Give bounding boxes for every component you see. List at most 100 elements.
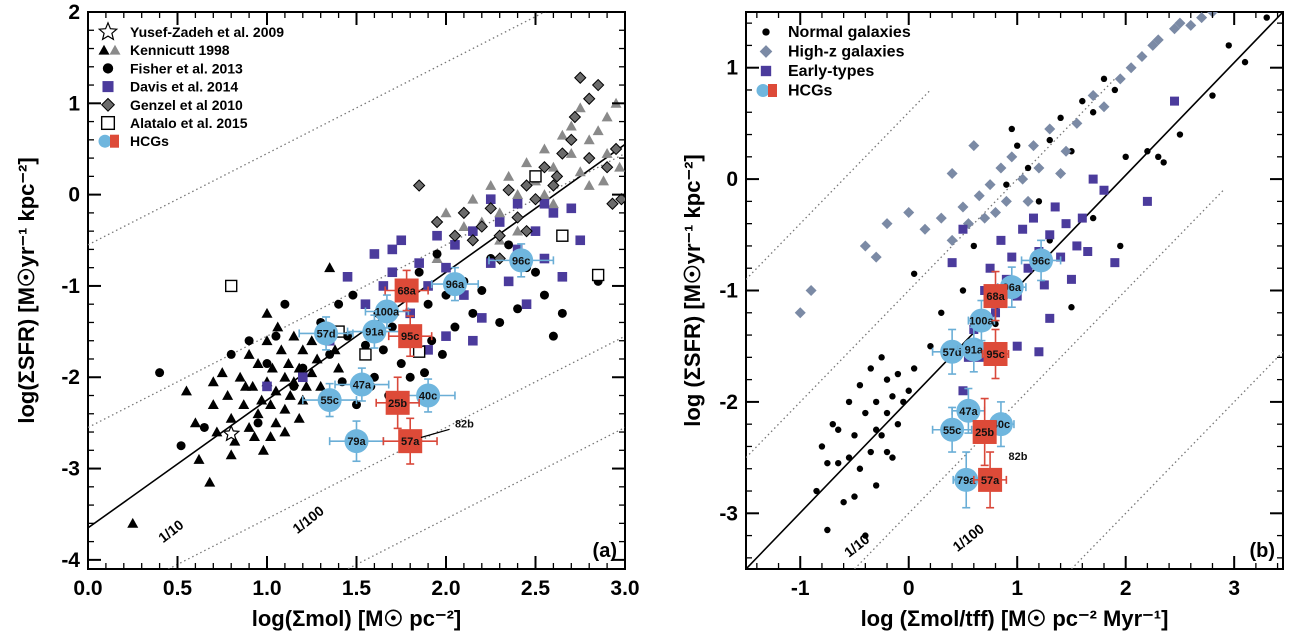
legend-hcg-square [768, 84, 777, 97]
data-point [957, 201, 969, 213]
y-tick-label: -1 [61, 275, 80, 298]
legend-marker [102, 81, 114, 93]
data-point [824, 459, 831, 467]
data-point [606, 197, 619, 210]
data-point [1088, 174, 1098, 184]
data-point [529, 170, 542, 183]
data-point [1028, 213, 1038, 223]
data-point [1136, 51, 1148, 63]
data-point [448, 229, 462, 242]
data-point [257, 444, 269, 455]
legend-item: Alatalo et al. 2015 [100, 115, 248, 131]
hcg-marker [344, 429, 369, 454]
data-point [529, 192, 542, 206]
legend-label: Davis et al. 2014 [130, 79, 238, 95]
data-point [450, 240, 460, 250]
data-point [306, 335, 318, 346]
data-point [591, 268, 605, 282]
data-point [334, 299, 344, 309]
data-point [900, 398, 907, 406]
hcg-marker [972, 419, 997, 444]
legend-label: Yusef-Zadeh et al. 2009 [130, 24, 284, 40]
data-point [485, 194, 496, 204]
data-point [494, 217, 505, 227]
data-point [609, 142, 623, 156]
data-point [493, 229, 506, 242]
hcg-marker [940, 417, 965, 442]
x-tick-label: 2.0 [431, 577, 460, 600]
data-point [592, 125, 604, 136]
data-point [266, 362, 278, 373]
data-point [459, 290, 469, 300]
data-point [598, 175, 610, 186]
x-tick-label: 2 [1120, 577, 1132, 600]
data-point [279, 371, 291, 382]
data-point [1079, 97, 1086, 105]
y-tick-label: 0 [68, 184, 80, 207]
data-point [238, 399, 250, 410]
data-point [1061, 219, 1071, 229]
legend-item: HCGs [98, 133, 169, 149]
hcg-marker [954, 467, 979, 492]
data-point [1003, 181, 1010, 188]
data-point [1122, 153, 1129, 161]
legend-hcg-circle [98, 134, 112, 148]
data-point [840, 498, 847, 506]
legend: Normal galaxies High-z galaxies Early-type… [756, 24, 911, 100]
data-point [503, 170, 515, 181]
hcg-marker [374, 299, 399, 324]
data-point [512, 189, 524, 200]
data-point [229, 435, 241, 446]
data-point [872, 398, 880, 406]
x-tick-label: 3 [1228, 577, 1240, 600]
data-point [211, 426, 223, 437]
data-point [430, 215, 444, 229]
data-point [556, 129, 568, 140]
y-tick-label: -2 [719, 391, 738, 414]
data-point [947, 258, 957, 268]
y-tick-label: 0 [726, 168, 738, 191]
data-point [1185, 19, 1197, 31]
data-point [298, 363, 308, 373]
data-point [466, 234, 480, 247]
efficiency-line [88, 12, 546, 246]
data-point [1114, 73, 1126, 85]
legend-label: Fisher et al. 2013 [130, 60, 243, 76]
legend-label: Genzel et al 2010 [130, 97, 243, 113]
data-point [878, 432, 885, 439]
data-point [243, 348, 255, 359]
hcg-label: 57a [981, 475, 1000, 487]
data-point [359, 348, 372, 361]
hcg-marker [969, 308, 994, 333]
data-point [127, 517, 139, 528]
legend-item: Normal galaxies [762, 24, 911, 41]
data-point [279, 426, 291, 437]
data-point [1039, 280, 1049, 290]
data-point [574, 166, 586, 177]
data-point [970, 242, 978, 250]
data-point [601, 111, 613, 122]
data-point [565, 148, 577, 158]
legend-marker [100, 115, 116, 131]
data-point [538, 143, 550, 154]
hcg-label: 55c [943, 425, 961, 437]
legend-label: Normal galaxies [788, 24, 911, 41]
hcg-label: 96c [1032, 255, 1050, 267]
hcg-label: 47a [959, 406, 978, 418]
y-tick-label: -3 [61, 458, 80, 481]
data-point [872, 426, 880, 433]
data-point [324, 262, 336, 273]
data-point [583, 179, 595, 190]
y-tick-label: 2 [68, 1, 80, 24]
data-point [270, 417, 282, 428]
data-point [262, 381, 272, 392]
legend-label: Kennicutt 1998 [130, 42, 230, 58]
hcg-label: 95c [401, 331, 419, 343]
data-point [468, 308, 478, 318]
data-point [538, 161, 551, 174]
x-tick-label: 1.5 [342, 577, 372, 600]
data-point [958, 386, 968, 396]
hcg-label: 40c [419, 391, 437, 403]
